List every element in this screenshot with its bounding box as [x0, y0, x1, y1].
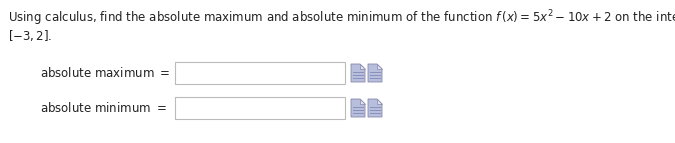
FancyBboxPatch shape	[175, 97, 345, 119]
Text: absolute maximum $=$: absolute maximum $=$	[40, 66, 170, 80]
Text: $[-3, 2]$.: $[-3, 2]$.	[8, 28, 53, 43]
FancyBboxPatch shape	[175, 62, 345, 84]
Polygon shape	[377, 99, 382, 104]
Polygon shape	[368, 99, 382, 117]
Polygon shape	[368, 64, 382, 82]
Polygon shape	[377, 64, 382, 69]
Text: absolute minimum $=$: absolute minimum $=$	[40, 101, 167, 115]
Polygon shape	[351, 99, 365, 117]
Text: Using calculus, find the absolute maximum and absolute minimum of the function $: Using calculus, find the absolute maximu…	[8, 8, 675, 28]
Polygon shape	[360, 64, 365, 69]
Polygon shape	[360, 99, 365, 104]
Polygon shape	[351, 64, 365, 82]
